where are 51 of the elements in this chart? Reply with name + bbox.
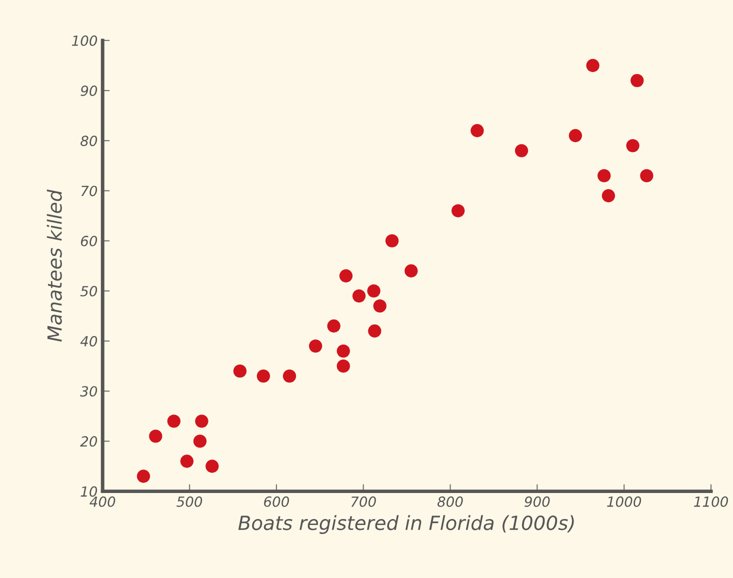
x-tick-label: 700 [351,496,376,507]
y-tick-label: 80 [80,136,98,146]
point [626,139,640,152]
x-tick-label: 800 [437,496,463,507]
x-tick-label: 900 [524,496,550,507]
y-tick-label: 50 [80,286,98,296]
point [404,264,418,278]
point [368,324,382,338]
point [586,58,600,72]
y-tick-label: 40 [80,336,98,346]
y-tick-label: 100 [72,35,98,46]
point [452,204,465,218]
point [568,129,582,142]
point [336,344,350,358]
point [193,434,207,448]
point [339,269,353,282]
point [233,364,247,378]
point [630,74,644,88]
x-tick-label: 600 [264,496,289,507]
point [470,124,484,138]
point [282,369,296,383]
x-tick-label: 400 [90,496,116,507]
point [373,299,386,313]
point [640,169,654,182]
x-axis-title: Boats registered in Florida (1000s) [238,515,574,534]
x-tick-label: 1000 [607,496,642,507]
point [327,319,340,333]
point [308,339,322,353]
point [385,234,399,248]
x-tick-label: 500 [176,496,202,507]
y-tick-label: 70 [81,186,98,196]
point [514,144,528,158]
point [367,284,380,298]
x-tick-label: 1100 [694,496,728,507]
point [136,470,150,483]
point [180,454,194,468]
point [598,169,611,182]
y-tick-label: 60 [80,236,98,246]
point [167,414,180,428]
y-axis-title: Manatees killed [46,190,62,342]
y-tick-label: 30 [80,386,98,397]
point [352,289,366,303]
point [336,359,350,373]
point [206,460,219,473]
y-tick-label: 20 [80,436,98,447]
point [602,189,616,202]
point [149,430,162,443]
point [195,414,208,428]
point [256,369,270,383]
y-tick-label: 90 [80,86,98,96]
y-tick-label: 10 [80,486,98,497]
